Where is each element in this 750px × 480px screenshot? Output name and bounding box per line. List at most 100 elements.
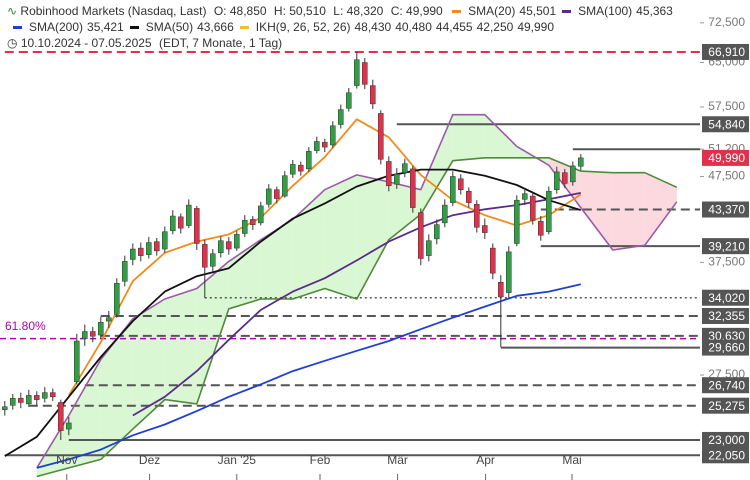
price-label: 49,990	[708, 151, 745, 165]
candle-body	[226, 241, 232, 250]
chart-subtitle: 10.10.2024 - 07.05.2025	[20, 36, 152, 50]
candle-body	[546, 191, 552, 232]
legend-name: SMA(100)	[578, 4, 633, 18]
cloud-segment	[612, 172, 645, 250]
legend-swatch	[13, 26, 22, 30]
candle-body	[506, 251, 512, 293]
candle-body	[114, 283, 120, 315]
price-box	[702, 397, 749, 414]
candle-body	[106, 317, 112, 322]
legend-swatch	[452, 10, 462, 14]
price-label: 43,370	[708, 203, 745, 217]
price-label: 39,210	[708, 239, 745, 253]
candle-body	[330, 125, 336, 146]
candle-body	[418, 212, 424, 259]
legend-name: SMA(50)	[145, 20, 194, 34]
legend-value: 43,666	[197, 20, 234, 34]
price-box	[702, 307, 749, 324]
candle-body	[306, 151, 312, 170]
legend-name: SMA(200)	[29, 20, 84, 34]
candle-body	[274, 189, 280, 199]
header-row: ∿ Robinhood Markets (Nasdaq, Last) O: 48…	[4, 3, 676, 19]
ohlc: O: 48,850	[213, 4, 267, 18]
candle-body	[234, 234, 240, 249]
price-label: 26,740	[708, 378, 745, 392]
sma-line	[132, 192, 581, 417]
price-box	[702, 339, 749, 356]
price-box	[702, 431, 749, 448]
candle-body	[146, 242, 152, 255]
candle-body	[58, 402, 64, 431]
legend-value: 45,363	[636, 4, 673, 18]
candle-body	[570, 165, 576, 183]
candle-body	[194, 208, 200, 244]
cloud-segment	[100, 318, 133, 460]
candle-body	[482, 225, 488, 233]
sma-line	[4, 168, 582, 457]
price-label: 66,910	[708, 45, 745, 59]
candle-body	[370, 85, 376, 105]
candle-body	[554, 171, 560, 190]
candle-body	[402, 163, 408, 173]
header-row: SMA(200) 35,421 SMA(50) 43,666 IKH(9, 26, 52…	[4, 19, 558, 35]
candle-body	[10, 397, 16, 406]
candle-body	[218, 240, 224, 254]
plot-area: 61.80%	[0, 50, 700, 478]
candle-body	[322, 141, 328, 148]
legend-value: 49,990	[517, 20, 555, 34]
candle-body	[466, 191, 472, 203]
x-tick-label: Jan '25	[218, 453, 257, 467]
candle-body	[498, 282, 504, 298]
price-label: 30,630	[708, 329, 745, 343]
candle-body	[50, 392, 56, 398]
candle-body	[2, 406, 8, 410]
y-tick-label: 47,500	[708, 169, 745, 183]
price-label: 32,355	[708, 309, 745, 323]
candle-body	[474, 204, 480, 228]
x-tick-label: Apr	[476, 453, 495, 467]
candle-body	[178, 216, 184, 229]
candle-body	[34, 395, 40, 400]
cloud-segment	[132, 299, 165, 430]
candle-body	[450, 176, 456, 203]
candle-body	[362, 62, 368, 85]
cloud-segment	[196, 261, 229, 404]
cloud-segment	[388, 181, 421, 240]
candle-body	[66, 422, 72, 430]
candle-body	[346, 92, 352, 109]
cloud-segment	[164, 288, 197, 404]
candle-body	[386, 161, 392, 187]
y-tick-label: 57,500	[708, 99, 745, 113]
price-label: 29,660	[708, 341, 745, 355]
candle-body	[338, 109, 344, 125]
candle-body	[138, 247, 144, 256]
candle-body	[130, 248, 136, 260]
candle-body	[514, 199, 520, 244]
cloud-segment	[484, 114, 517, 158]
price-label: 34,020	[708, 291, 745, 305]
x-tick-label: Mär	[387, 453, 408, 467]
x-tick-label: Feb	[310, 453, 331, 467]
legend-value: 42,250	[476, 20, 514, 34]
candle-body	[210, 253, 216, 267]
cloud-segment	[580, 171, 613, 250]
cloud-segment	[292, 189, 325, 300]
candle-body	[282, 175, 288, 197]
x-tick-label: Mai	[562, 453, 581, 467]
cloud-segment	[228, 239, 261, 309]
candle-body	[18, 397, 24, 403]
candle-body	[154, 241, 160, 252]
clock-icon: ◷	[7, 36, 18, 50]
candle-body	[162, 231, 168, 250]
x-tick-label: Nov	[56, 453, 77, 467]
price-box	[702, 377, 749, 394]
candle-body	[290, 164, 296, 175]
y-tick-label: 72,500	[708, 15, 745, 29]
candle-body	[426, 240, 432, 256]
price-label: 25,275	[708, 399, 745, 413]
cloud-segment	[452, 114, 485, 161]
candle-body	[378, 113, 384, 160]
legend-value: 35,421	[87, 20, 124, 34]
